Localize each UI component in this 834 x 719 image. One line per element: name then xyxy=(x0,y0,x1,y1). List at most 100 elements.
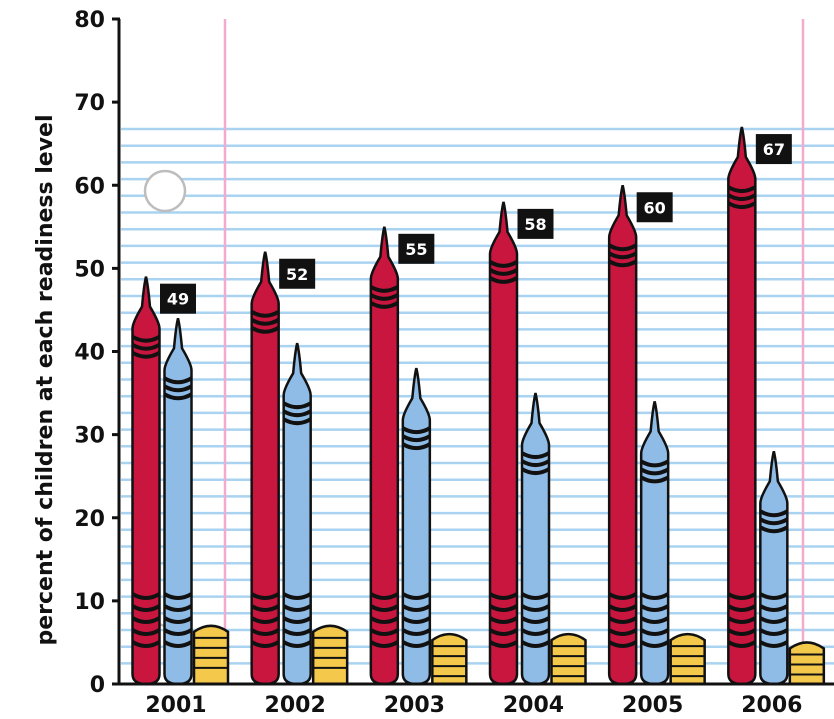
bar-blue-crayon-band xyxy=(401,604,431,612)
bar-blue-crayon-band xyxy=(640,628,670,636)
bar-blue-crayon-band xyxy=(759,592,789,600)
bar-blue-crayon-band xyxy=(759,616,789,624)
bar-blue-crayon-body xyxy=(759,450,789,686)
bar-yellow-crayon-body xyxy=(311,624,349,686)
bar-red-crayon-band xyxy=(727,193,757,202)
y-tick-label: 40 xyxy=(74,341,105,366)
data-label-box xyxy=(755,134,792,165)
bar-red-crayon-band xyxy=(488,640,519,648)
bar-blue-crayon-band xyxy=(520,628,551,636)
bar-red-crayon-band xyxy=(250,604,280,612)
bar-red-crayon-band xyxy=(369,301,399,309)
bar-red-crayon-band xyxy=(727,185,757,194)
bar-red-crayon-band xyxy=(131,640,161,648)
bar-blue-crayon-band xyxy=(282,401,312,410)
bar-red-crayon xyxy=(727,126,757,686)
x-tick-label: 2002 xyxy=(265,693,326,718)
bar-red-crayon-band xyxy=(250,325,280,334)
bar-red-crayon-band xyxy=(488,268,519,276)
data-label-box xyxy=(279,258,316,289)
bar-blue-crayon xyxy=(282,342,312,686)
bar-red-crayon-band xyxy=(131,628,161,636)
bar-blue-crayon-band xyxy=(640,475,670,484)
bar-red-crayon-band xyxy=(369,592,399,600)
bar-blue-crayon xyxy=(759,450,789,686)
bar-blue-crayon-band xyxy=(282,640,312,648)
bar-blue-crayon-band xyxy=(401,442,431,451)
y-tick-labels: 0 10 20 30 40 50 60 70 80 xyxy=(74,8,120,698)
bar-blue-crayon-band xyxy=(520,467,551,476)
data-labels: 49 52 55 58 60 67 xyxy=(160,134,792,314)
bar-yellow-crayon xyxy=(431,632,468,686)
data-label-box xyxy=(636,192,673,223)
bar-blue-crayon-band xyxy=(282,628,312,636)
bar-blue-crayon-band xyxy=(759,525,789,534)
bar-blue-crayon-band xyxy=(163,604,193,612)
bar-red-crayon xyxy=(369,226,400,686)
bar-blue-crayon-band xyxy=(759,628,789,636)
x-tick-label: 2001 xyxy=(145,693,206,718)
bar-red-crayon-band xyxy=(250,640,280,648)
bar-blue-crayon-band xyxy=(520,604,551,612)
bar-blue-crayon-band xyxy=(759,604,789,612)
bar-red-crayon-band xyxy=(131,604,161,612)
bar-red-crayon-band xyxy=(488,604,519,612)
bar-red-crayon-band xyxy=(608,628,638,636)
data-label-box xyxy=(160,283,196,314)
binder-hole xyxy=(143,169,187,213)
bar-red-crayon-band xyxy=(369,285,399,293)
bar-blue-crayon-band xyxy=(401,640,431,648)
bar-blue-crayon-body xyxy=(520,392,551,686)
bar-yellow-crayon xyxy=(669,632,706,686)
bar-blue-crayon-band xyxy=(163,592,193,600)
x-tick-label: 2005 xyxy=(622,693,683,718)
bar-red-crayon-band xyxy=(727,604,757,612)
bar-blue-crayon-band xyxy=(282,417,312,426)
bar-blue-crayon-band xyxy=(640,592,670,600)
data-label: 67 xyxy=(763,140,785,159)
bar-blue-crayon-band xyxy=(640,459,670,468)
bar-yellow-crayon xyxy=(550,632,587,686)
bar-red-crayon-band xyxy=(131,592,161,600)
bar-red-crayon-band xyxy=(369,293,399,301)
bar-blue-crayon xyxy=(401,367,432,686)
y-tick-label: 50 xyxy=(74,257,105,282)
bar-blue-crayon-band xyxy=(520,640,551,648)
bar-blue-crayon-band xyxy=(282,592,312,600)
x-tick-labels: 2001 2002 2003 2004 2005 2006 xyxy=(145,693,802,718)
bar-blue-crayon-band xyxy=(520,451,551,460)
bar-red-crayon-band xyxy=(608,259,638,268)
y-tick-label: 20 xyxy=(74,507,105,532)
bar-red-crayon-band xyxy=(727,640,757,648)
y-tick-label: 0 xyxy=(90,673,105,698)
y-axis-label: percent of children at each readiness le… xyxy=(33,114,58,645)
bar-blue-crayon-body xyxy=(163,317,193,686)
bar-yellow-crayon xyxy=(311,624,349,686)
bar-blue-crayon-band xyxy=(163,392,193,401)
bar-red-crayon-band xyxy=(369,628,399,636)
bar-red-crayon-band xyxy=(369,604,399,612)
bar-blue-crayon-band xyxy=(401,628,431,636)
bar-red-crayon-band xyxy=(488,276,519,284)
bar-blue-crayon-band xyxy=(759,509,789,518)
bar-blue-crayon-band xyxy=(163,384,193,393)
bar-red-crayon-band xyxy=(131,334,161,343)
bar-blue-crayon-band xyxy=(282,604,312,612)
bar-yellow-crayon-body xyxy=(788,641,826,686)
bar-blue-crayon-band xyxy=(520,459,551,468)
bar-red-crayon-band xyxy=(608,251,638,260)
bar-blue-crayon-band xyxy=(401,616,431,624)
bar-red-crayon-band xyxy=(250,309,280,318)
bar-red-crayon-band xyxy=(608,640,638,648)
bar-red-crayon-band xyxy=(727,628,757,636)
bar-blue-crayon-band xyxy=(163,616,193,624)
bar-red-crayon-band xyxy=(608,243,638,252)
bar-red-crayon-band xyxy=(727,201,757,210)
bar-red-crayon xyxy=(607,184,638,686)
bar-yellow-crayon xyxy=(192,624,230,686)
bar-blue-crayon xyxy=(639,401,670,686)
bar-blue-crayon-band xyxy=(520,616,551,624)
bar-blue-crayon-band xyxy=(640,640,670,648)
y-tick-label: 60 xyxy=(74,174,105,199)
